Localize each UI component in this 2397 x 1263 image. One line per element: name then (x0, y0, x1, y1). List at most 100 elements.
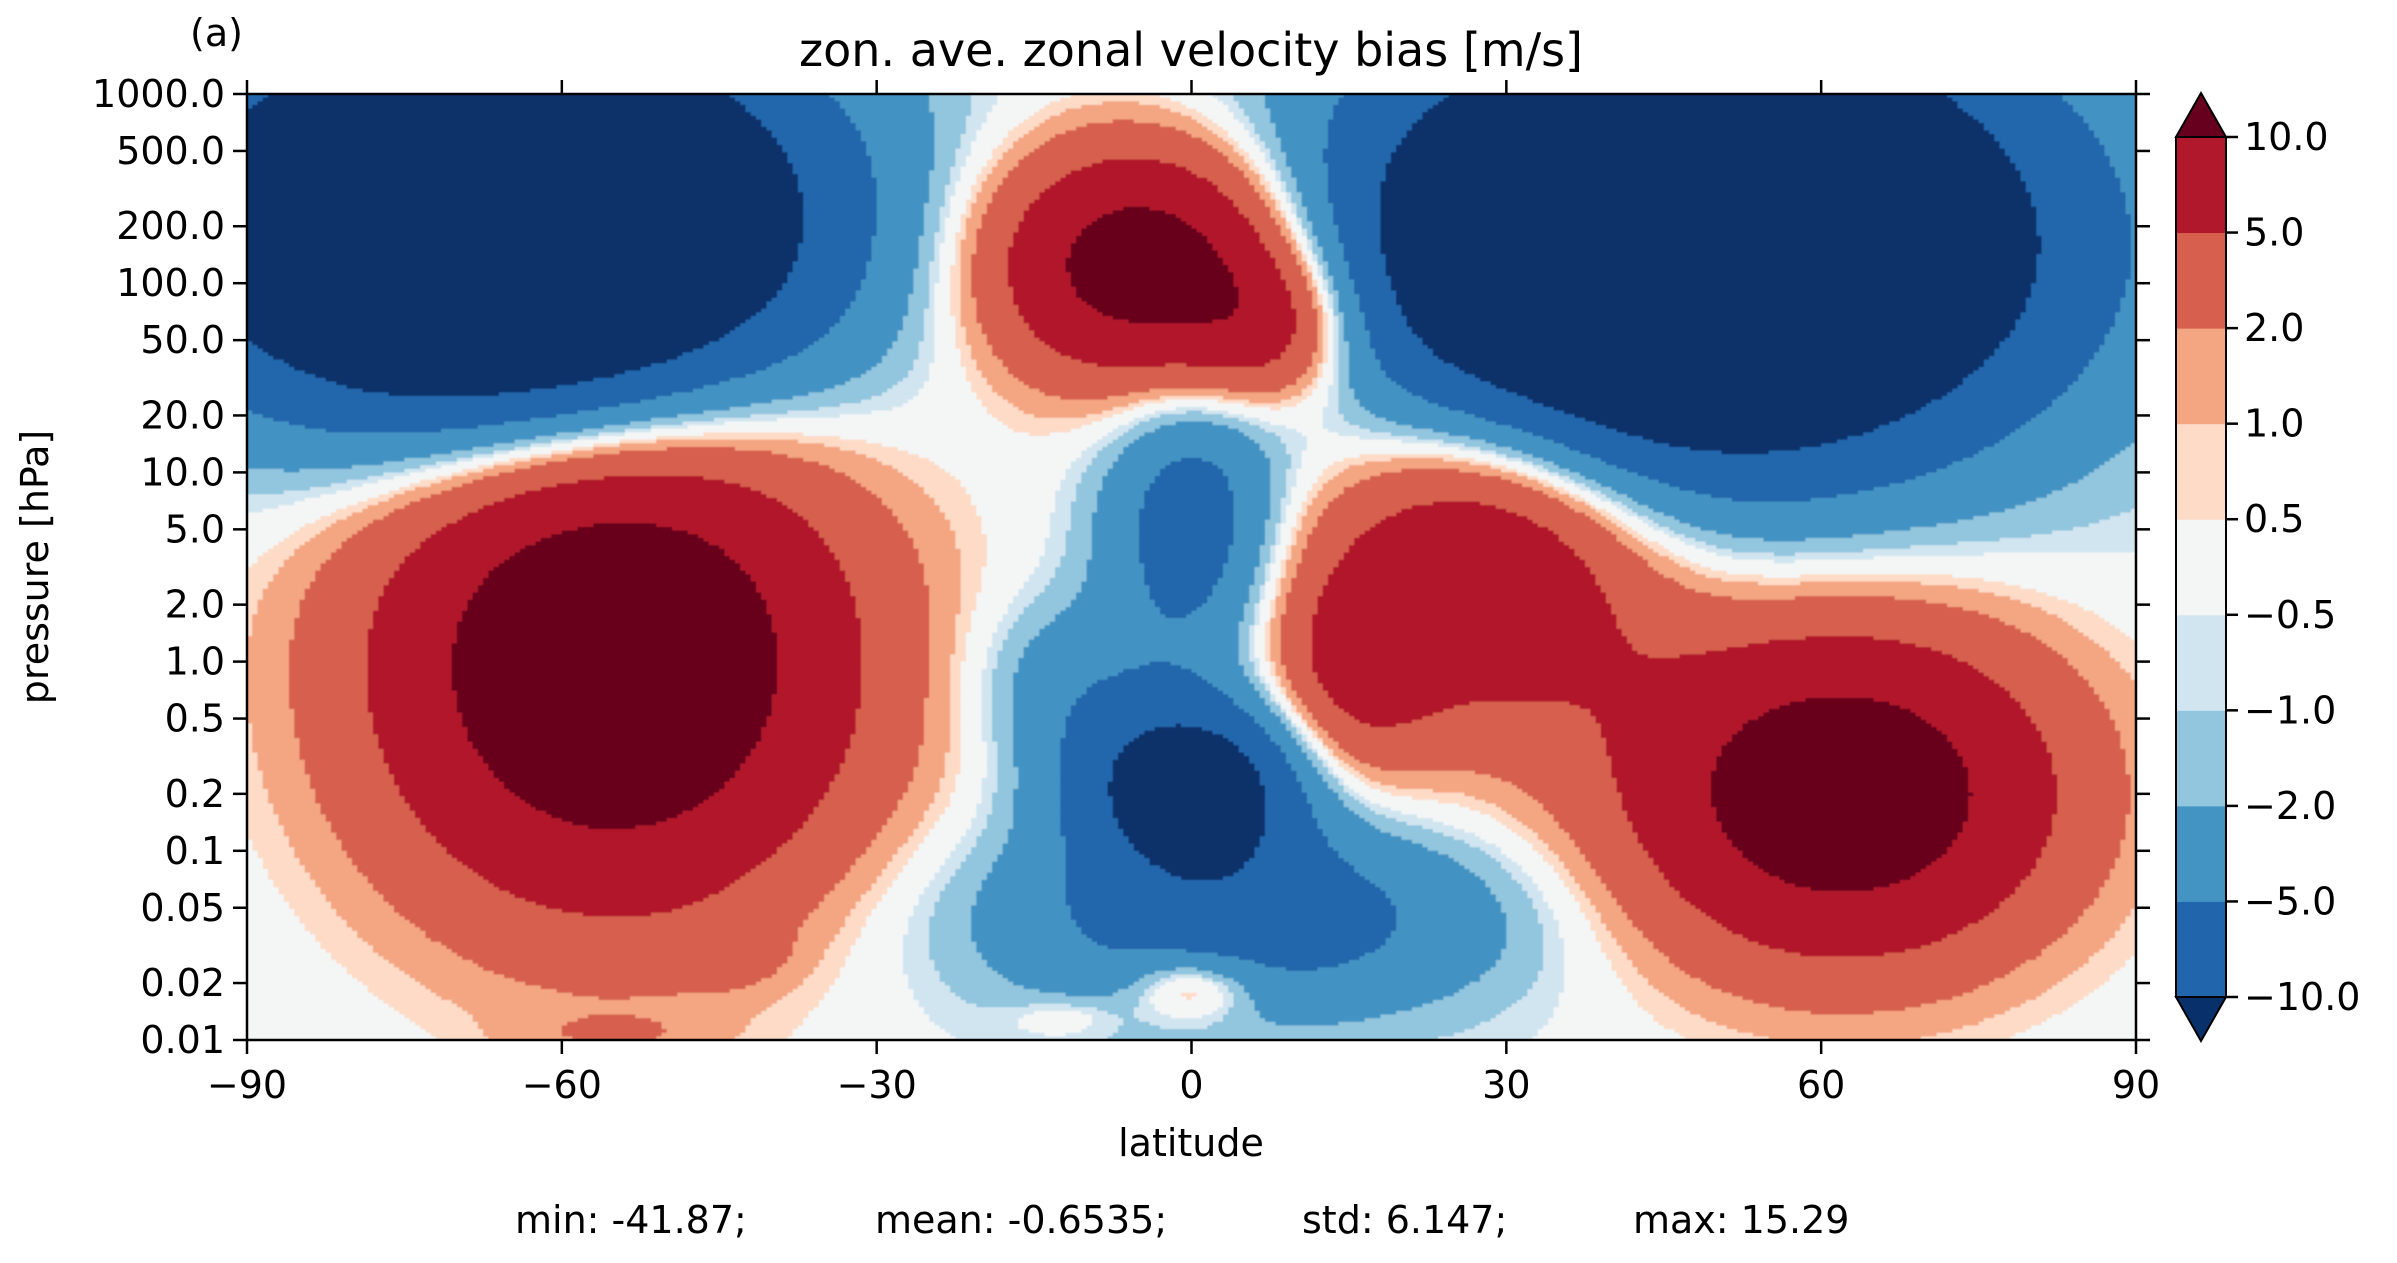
contour-band-cell (1710, 592, 1995, 597)
contour-band-cell (918, 392, 977, 397)
contour-band-cell (1322, 283, 1329, 288)
contour-band-cell (2083, 632, 2127, 637)
contour-band-cell (1296, 468, 1324, 473)
contour-band-cell (1312, 748, 1319, 754)
contour-band-cell (1312, 745, 1324, 750)
contour-band-cell (1291, 705, 1298, 710)
contour-band-cell (488, 763, 741, 768)
contour-band-cell (1926, 719, 2032, 725)
contour-band-cell (1327, 119, 1418, 124)
contour-band-cell (1773, 559, 1796, 564)
contour-band-cell (976, 250, 1009, 255)
contour-band-cell (1270, 690, 1282, 695)
contour-band-cell (860, 650, 930, 655)
contour-band-cell (2036, 217, 2132, 222)
contour-band-cell (929, 279, 941, 284)
contour-band-cell (2109, 650, 2136, 655)
contour-band-cell (1553, 406, 1922, 412)
contour-band-cell (451, 672, 778, 677)
contour-band-cell (1359, 305, 1402, 310)
contour-band-cell (1264, 523, 1277, 528)
contour-band-cell (1327, 694, 2011, 699)
contour-band-cell (404, 559, 505, 564)
contour-band-cell (1506, 465, 1534, 470)
contour-band-cell (1128, 839, 1261, 845)
contour-band-cell (1018, 592, 1040, 597)
contour-band-cell (944, 195, 951, 201)
contour-band-cell (944, 235, 956, 241)
contour-band-cell (1264, 807, 1313, 812)
contour-band-cell (839, 436, 1103, 441)
contour-band-cell (960, 563, 988, 568)
contour-band-cell (1065, 537, 1093, 543)
contour-band-cell (976, 235, 1014, 241)
contour-band-cell (1322, 366, 1334, 372)
contour-band-cell (1301, 228, 1308, 233)
contour-band-cell (351, 534, 432, 539)
contour-band-cell (1291, 232, 1298, 237)
contour-band-cell (1275, 676, 1282, 681)
contour-band-cell (918, 745, 951, 750)
contour-band-cell (409, 501, 495, 506)
contour-band-cell (247, 461, 385, 466)
contour-band-cell (960, 567, 983, 572)
contour-band-cell (1936, 523, 2090, 528)
contour-band-cell (1270, 148, 1282, 153)
contour-band-cell (462, 617, 773, 623)
contour-band-cell (1296, 534, 1308, 539)
contour-band-cell (950, 279, 962, 284)
contour-band-cell (1385, 268, 2037, 273)
contour-band-cell (1102, 417, 1135, 423)
contour-band-cell (986, 159, 998, 164)
contour-band-cell (1606, 508, 1623, 514)
contour-band-cell (855, 712, 925, 717)
contour-band-cell (247, 807, 274, 812)
contour-band-cell (467, 512, 799, 517)
contour-band-cell (1327, 403, 1340, 408)
contour-band-cell (918, 352, 935, 357)
contour-band-cell (1327, 297, 1334, 302)
contour-band-cell (1585, 501, 1591, 506)
contour-band-cell (1359, 403, 1439, 408)
contour-band-cell (902, 792, 935, 797)
contour-band-cell (1585, 483, 1602, 488)
contour-band-cell (2062, 94, 2136, 99)
contour-band-cell (1537, 479, 1549, 484)
contour-band-cell (1312, 388, 1329, 393)
contour-band-cell (1983, 446, 2127, 452)
contour-band-cell (934, 319, 956, 324)
contour-band-cell (1721, 828, 1964, 834)
contour-band-cell (598, 432, 626, 437)
contour-band-cell (1270, 108, 1334, 113)
contour-band-cell (294, 366, 642, 372)
contour-band-cell (1968, 781, 2058, 786)
contour-band-cell (388, 767, 489, 772)
contour-band-cell (1306, 494, 1319, 499)
contour-band-cell (1600, 523, 1618, 528)
contour-band-cell (1689, 559, 1775, 564)
contour-band-cell (1264, 246, 1292, 252)
contour-band-cell (1317, 312, 1324, 317)
contour-band-cell (860, 625, 930, 630)
contour-band-cell (1385, 265, 2037, 270)
contour-band-cell (393, 574, 489, 579)
contour-band-cell (1312, 614, 1618, 619)
contour-band-cell (850, 588, 930, 594)
contour-band-cell (771, 625, 862, 630)
contour-band-cell (2015, 323, 2116, 328)
contour-band-cell (483, 759, 747, 765)
contour-band-cell (850, 119, 935, 124)
contour-band-cell (325, 377, 594, 383)
contour-band-cell (1301, 788, 1334, 794)
contour-band-cell (986, 814, 1014, 819)
contour-band-cell (1254, 668, 1261, 674)
contour-band-cell (1154, 603, 1203, 608)
contour-band-cell (247, 134, 773, 139)
contour-band-cell (488, 574, 752, 579)
contour-band-cell (299, 607, 379, 612)
contour-band-cell (981, 181, 1004, 186)
contour-band-cell (247, 94, 269, 99)
contour-band-cell (855, 126, 935, 131)
contour-band-cell (1301, 730, 1313, 735)
contour-band-cell (1217, 687, 1256, 692)
